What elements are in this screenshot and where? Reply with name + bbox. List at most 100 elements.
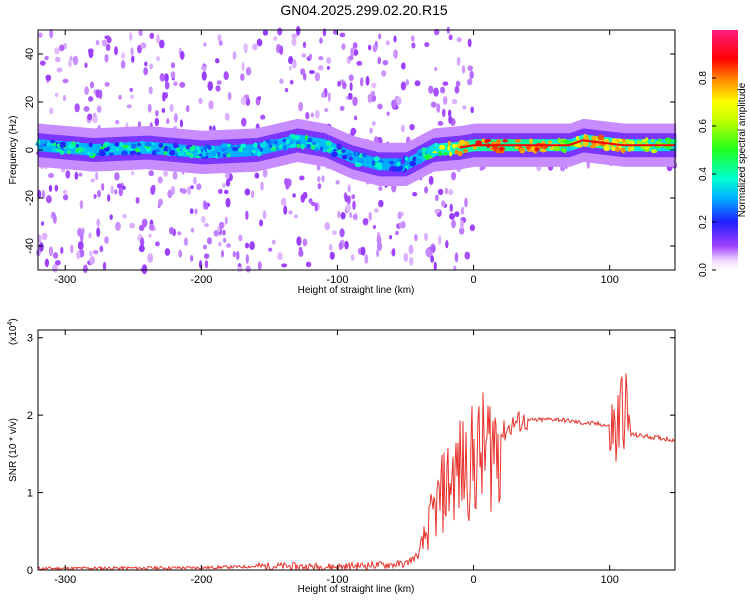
spectrogram-speckle — [88, 232, 92, 239]
spectrogram-speckle — [102, 261, 107, 271]
spectrogram-ridge-blob — [409, 160, 417, 167]
spectrogram-speckle — [345, 203, 352, 212]
spectrogram-halo-band — [96, 143, 99, 156]
snr-scale-note: (x104) — [7, 318, 19, 345]
spectrogram-halo-band — [298, 134, 301, 147]
spectrogram-speckle — [93, 194, 97, 199]
spectrogram-speckle — [436, 103, 441, 113]
spectrogram-speckle — [104, 81, 110, 87]
spectrogram-speckle — [339, 32, 346, 38]
spectrogram-speckle — [54, 184, 59, 192]
spectrogram-ridge-blob — [367, 162, 372, 167]
spectrogram-ridge-blob — [257, 150, 262, 157]
spectrogram-speckle — [441, 200, 446, 208]
spectrogram-ridge-blob — [388, 160, 395, 165]
spectrogram-speckle — [190, 185, 194, 190]
spectrogram-speckle — [164, 81, 170, 90]
spectrogram-ridge-blob — [376, 162, 383, 169]
spectrogram-speckle — [341, 81, 347, 90]
spectrogram-ridge-blob — [75, 143, 80, 148]
spectrogram-halo-band — [136, 142, 139, 155]
spectrogram-ridge-blob — [448, 151, 453, 157]
spectrogram-speckle — [92, 250, 99, 255]
spectrogram-speckle — [295, 25, 301, 36]
spectrogram-ridge-blob — [396, 161, 401, 168]
spectrogram-speckle — [204, 260, 209, 269]
spectrogram-ridge-blob — [226, 143, 231, 148]
spectrogram-speckle — [78, 172, 83, 177]
spectrogram-speckle — [177, 231, 182, 236]
spectrogram-ridge-blob — [388, 167, 393, 171]
spectrogram-speckle — [56, 67, 63, 73]
spectrogram-speckle — [222, 237, 227, 243]
spectrogram-ridge-blob — [589, 144, 597, 149]
spectrogram-speckle — [45, 195, 52, 204]
spectrogram-ridge-blob — [172, 142, 178, 149]
spectrogram-ridge-blob — [591, 135, 598, 140]
spectrogram-speckle — [252, 43, 258, 51]
spectrogram-speckle — [87, 113, 93, 121]
spectrogram-halo-band — [250, 144, 253, 157]
spectrogram-speckle — [88, 48, 94, 59]
spectrogram-halo-band — [438, 143, 441, 156]
spectrogram-speckle — [377, 103, 383, 110]
spectrogram-halo-band — [214, 145, 217, 158]
spectrogram-speckle — [245, 97, 251, 106]
spectrogram-speckle — [95, 171, 99, 181]
spectrogram-ridge-blob — [243, 149, 249, 155]
spectrogram-speckle — [326, 57, 332, 65]
spectrogram-ridge-blob — [289, 143, 297, 148]
colorbar-label: Normalized spectral amplitude — [737, 82, 748, 217]
snr-scale-label: (x10 — [8, 325, 19, 345]
spectrogram-speckle — [159, 39, 165, 49]
spectrogram-speckle — [319, 37, 323, 44]
spectrogram-speckle — [245, 66, 252, 76]
spectrogram-ridge-blob — [584, 135, 589, 140]
spectrogram-speckle — [349, 82, 353, 91]
spectrogram-speckle — [321, 91, 326, 99]
spectrogram-speckle — [451, 219, 456, 229]
spectrogram-speckle — [292, 59, 297, 69]
spectrogram-speckle — [44, 258, 50, 268]
spectrogram-speckle — [48, 246, 54, 257]
spectrogram-halo-band — [158, 142, 161, 155]
spectrogram-halo-band — [406, 158, 409, 171]
spectrogram-speckle — [350, 254, 355, 261]
spectrogram-halo-band — [220, 145, 223, 158]
spectrogram-halo-band — [404, 158, 407, 171]
spectrogram-speckle — [198, 97, 203, 105]
spectrogram-speckle — [434, 67, 438, 72]
spectrogram-speckle — [371, 82, 377, 89]
spectrogram-halo-band — [162, 142, 165, 155]
spectrogram-speckle — [281, 263, 288, 268]
spectrogram-speckle — [428, 85, 434, 94]
spectrogram-speckle — [104, 54, 109, 63]
spectrogram-speckle — [259, 219, 264, 227]
spectrogram-ridge-blob — [163, 145, 170, 152]
spectrogram-speckle — [414, 233, 418, 242]
spectrogram-speckle — [41, 189, 46, 200]
spectrogram-halo-band — [358, 153, 361, 166]
spectrogram-speckle — [126, 104, 132, 109]
spectrogram-speckle — [244, 94, 250, 99]
spectrogram-ridge-blob — [38, 144, 44, 148]
spectrogram-ridge-blob — [346, 152, 353, 157]
spectrogram-speckle — [147, 103, 152, 113]
spectrogram-speckle — [169, 103, 174, 113]
spectrogram-speckle — [352, 42, 358, 49]
colorbar-tick-label: 0.4 — [698, 167, 709, 181]
spectrogram-speckle — [277, 27, 283, 36]
spectrogram-ridge-blob — [651, 139, 655, 143]
spectrogram-speckle — [385, 40, 390, 46]
spectrogram-ridge-blob — [176, 147, 180, 152]
spectrogram-speckle — [181, 188, 187, 194]
spectrogram-ridge-blob — [274, 140, 278, 145]
spectrogram-halo-band — [428, 146, 431, 159]
spectrogram-speckle — [271, 239, 276, 245]
spectrogram-ridge-blob — [340, 149, 346, 153]
spectrogram-speckle — [193, 176, 197, 185]
spectrogram-speckle — [97, 189, 101, 198]
spectrogram-speckle — [377, 56, 382, 65]
spectrogram-speckle — [216, 80, 222, 85]
